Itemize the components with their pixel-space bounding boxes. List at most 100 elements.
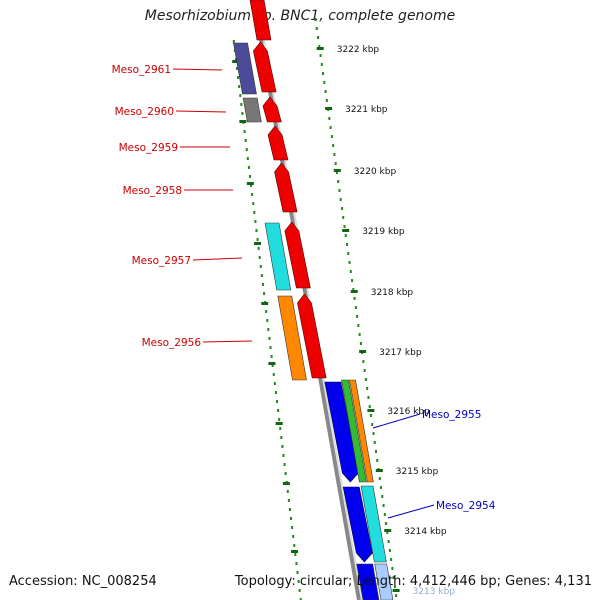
gene-label: Meso_2960 (115, 106, 174, 118)
tick-dot (325, 99, 328, 102)
tick-dot (274, 391, 277, 394)
major-tick (246, 182, 254, 185)
tick-dot (250, 184, 253, 187)
major-tick (261, 302, 269, 305)
feature-block (242, 97, 262, 123)
tick-dot (359, 342, 362, 345)
tick-dot (294, 553, 297, 556)
tick-dot (315, 27, 318, 30)
label-leader-line (387, 504, 435, 519)
tick-label: 3220 kbp (354, 167, 397, 177)
label-leader-line (372, 413, 421, 429)
major-tick (350, 290, 358, 293)
tick-dot (296, 571, 299, 574)
gene-arrow (356, 563, 380, 600)
tick-dot (368, 405, 371, 408)
tick-label: 3221 kbp (345, 105, 388, 115)
gene-label: Meso_2959 (119, 142, 178, 154)
tick-dot (237, 76, 240, 79)
tick-dot (390, 558, 393, 561)
major-tick (254, 242, 262, 245)
tick-dot (292, 535, 295, 538)
tick-dot (369, 414, 372, 417)
tick-dot (385, 522, 388, 525)
feature-block (264, 222, 292, 291)
tick-dot (334, 162, 337, 165)
tick-dot (284, 472, 287, 475)
tick-dot (381, 495, 384, 498)
tick-dot (337, 180, 340, 183)
tick-dot (358, 333, 361, 336)
tick-dot (266, 319, 269, 322)
label-leader-line (175, 110, 227, 113)
gene-arrow (342, 486, 373, 563)
tick-dot (378, 477, 381, 480)
tick-dot (372, 432, 375, 435)
tick-dot (244, 139, 247, 142)
tick-dot (364, 378, 367, 381)
feature-block (374, 563, 394, 600)
tick-dot (299, 598, 302, 600)
tick-dot (239, 94, 242, 97)
major-tick (316, 47, 324, 50)
tick-dot (366, 387, 369, 390)
tick-dot (318, 45, 321, 48)
tick-dot (279, 427, 282, 430)
tick-dot (240, 103, 243, 106)
tick-dot (253, 211, 256, 214)
gene-label: Meso_2955 (422, 409, 481, 421)
tick-dot (340, 207, 343, 210)
gene-arrow (262, 96, 282, 123)
tick-dot (319, 54, 322, 57)
tick-dot (352, 288, 355, 291)
tick-dot (252, 202, 255, 205)
gene-arrow (249, 0, 272, 41)
tick-dot (249, 175, 251, 178)
tick-dot (329, 126, 332, 129)
tick-dot (260, 274, 263, 277)
tick-dot (291, 526, 294, 529)
tick-dot (348, 261, 351, 264)
tick-dot (388, 549, 391, 552)
gene-arrow (253, 41, 277, 93)
tick-dot (363, 369, 366, 372)
tick-dot (357, 324, 360, 327)
tick-dot (251, 193, 254, 196)
tick-dot (320, 63, 323, 66)
tick-dot (267, 328, 270, 331)
label-leader-line (202, 340, 253, 343)
tick-dot (272, 373, 275, 376)
tick-dot (386, 531, 389, 534)
tick-label: 3213 kbp (413, 587, 456, 597)
gene-label: Meso_2961 (112, 64, 171, 76)
gene-arrow (297, 293, 327, 379)
major-tick (232, 60, 240, 63)
genome-summary-text: Topology: circular; Length: 4,412,446 bp… (234, 574, 592, 589)
tick-dot (293, 544, 296, 547)
tick-label: 3219 kbp (362, 227, 405, 237)
tick-dot (323, 81, 326, 84)
tick-dot (246, 157, 249, 160)
tick-dot (343, 225, 346, 228)
gene-label: Meso_2954 (436, 500, 496, 512)
tick-dot (297, 580, 300, 583)
tick-dot (236, 67, 239, 70)
tick-label: 3216 kbp (387, 407, 430, 417)
major-tick (384, 529, 392, 532)
tick-dot (373, 441, 376, 444)
tick-dot (328, 117, 331, 120)
major-tick (375, 469, 383, 472)
tick-dot (342, 216, 345, 219)
tick-dot (243, 130, 246, 133)
tick-dot (283, 463, 286, 466)
tick-dot (286, 490, 289, 493)
label-leader-line (172, 68, 223, 71)
tick-dot (314, 18, 317, 21)
tick-dot (387, 540, 390, 543)
tick-dot (277, 409, 280, 412)
tick-dot (259, 265, 262, 268)
tick-dot (298, 589, 301, 592)
tick-dot (362, 360, 365, 363)
tick-dot (367, 396, 370, 399)
